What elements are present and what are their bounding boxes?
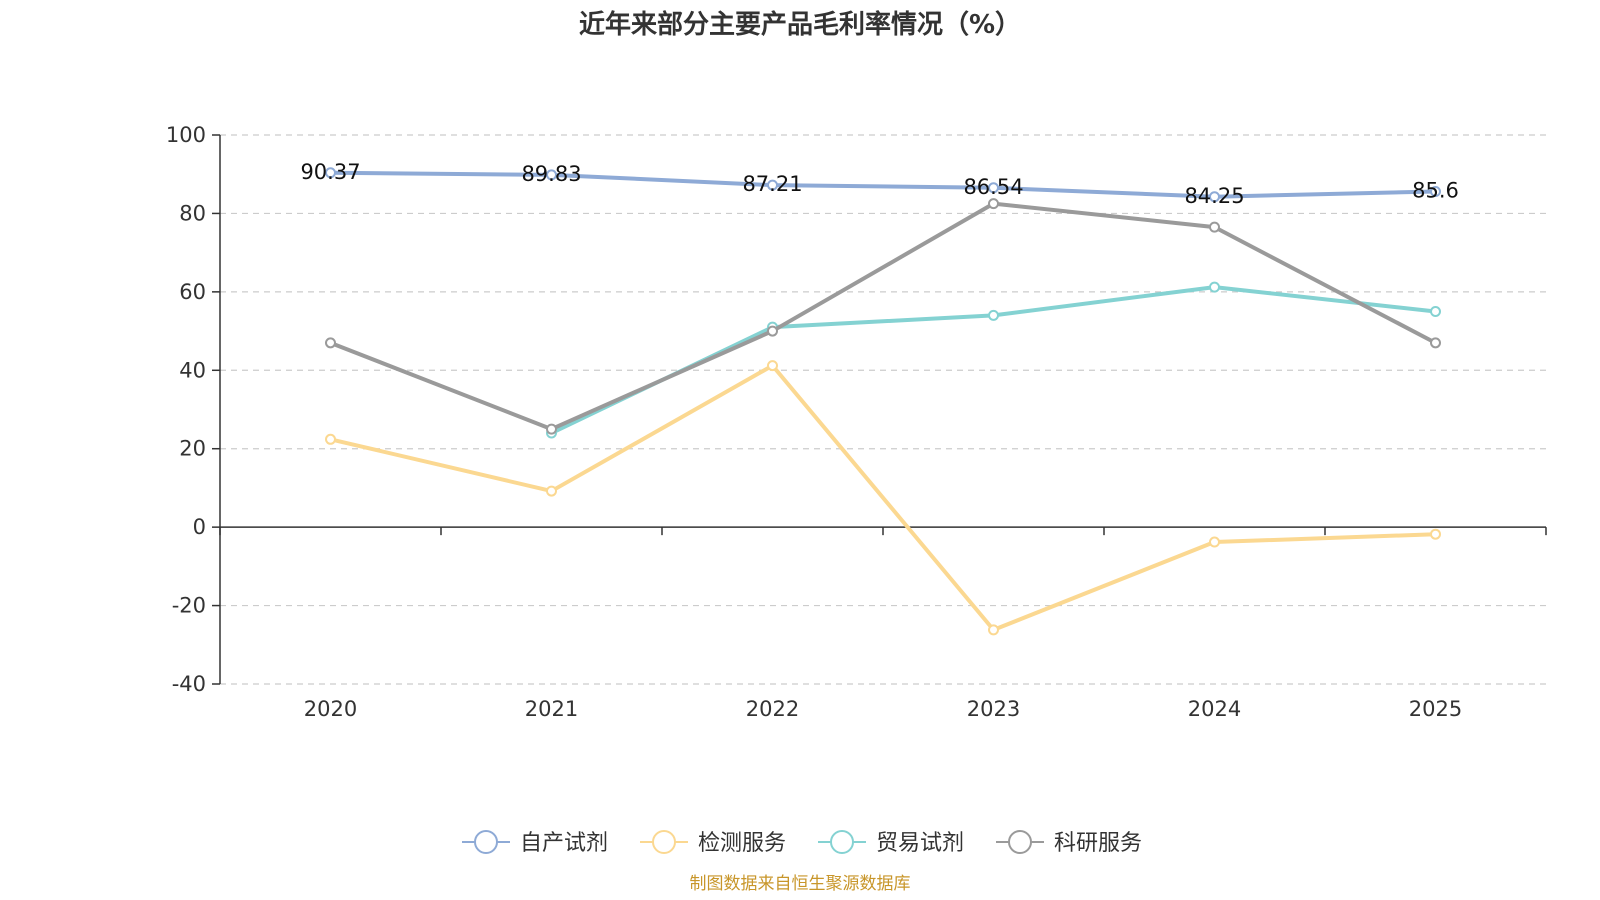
data-point[interactable] (546, 423, 557, 435)
data-point[interactable] (1430, 337, 1441, 349)
series-line (549, 285, 1438, 436)
chart-title: 近年来部分主要产品毛利率情况（%） (579, 9, 1021, 40)
legend-swatch-marker (1008, 830, 1032, 854)
data-point[interactable] (1209, 191, 1220, 203)
y-tick-label: 40 (179, 358, 206, 382)
x-tick-label: 2022 (746, 697, 799, 721)
series-2 (325, 360, 1441, 636)
legend-label: 贸易试剂 (876, 831, 964, 856)
source-note: 制图数据来自恒生聚源数据库 (690, 874, 911, 894)
data-label: 84.25 (1184, 184, 1244, 208)
y-tick-label: -20 (172, 594, 206, 618)
data-point[interactable] (1209, 221, 1220, 233)
data-point[interactable] (988, 624, 999, 636)
legend-item[interactable]: 检测服务 (640, 830, 786, 856)
series-group (325, 167, 1441, 636)
data-point[interactable] (988, 198, 999, 210)
x-tick-label: 2024 (1188, 697, 1241, 721)
y-tick-label: 80 (179, 201, 206, 225)
legend-label: 自产试剂 (520, 831, 608, 856)
x-tick-label: 2021 (525, 697, 578, 721)
legend[interactable]: 自产试剂 检测服务 贸易试剂 科研服务 (462, 830, 1142, 856)
data-point[interactable] (1209, 536, 1220, 548)
data-point[interactable] (1430, 528, 1441, 540)
data-point[interactable] (988, 309, 999, 321)
x-tick-label: 2025 (1409, 697, 1462, 721)
data-point[interactable] (325, 337, 336, 349)
legend-swatch-marker (474, 830, 498, 854)
legend-item[interactable]: 自产试剂 (462, 830, 608, 856)
grid-lines (220, 134, 1546, 685)
y-tick-label: 100 (166, 123, 206, 147)
data-point[interactable] (1430, 185, 1441, 197)
legend-swatch-marker (652, 830, 676, 854)
y-tick-label: 20 (179, 437, 206, 461)
legend-label: 检测服务 (698, 831, 786, 856)
data-label: 86.54 (963, 175, 1023, 199)
data-point[interactable] (767, 325, 778, 337)
series-4 (325, 198, 1441, 435)
legend-label: 科研服务 (1054, 831, 1142, 856)
series-line (328, 363, 1438, 632)
legend-item[interactable]: 科研服务 (996, 830, 1142, 856)
data-labels: 90.37 89.83 87.21 86.54 84.25 85.6 (300, 160, 1458, 208)
data-point[interactable] (767, 179, 778, 191)
data-point[interactable] (1209, 281, 1220, 293)
legend-swatch-marker (830, 830, 854, 854)
data-point[interactable] (546, 485, 557, 497)
x-tick-label: 2020 (304, 697, 357, 721)
series-3 (546, 281, 1441, 439)
legend-item[interactable]: 贸易试剂 (818, 830, 964, 856)
y-tick-label: 60 (179, 280, 206, 304)
series-line (328, 170, 1438, 199)
y-tick-label: -40 (172, 672, 206, 696)
data-label: 85.6 (1412, 178, 1459, 202)
data-point[interactable] (1430, 305, 1441, 317)
data-label: 89.83 (521, 162, 581, 186)
data-label: 87.21 (742, 172, 802, 196)
data-label: 90.37 (300, 160, 360, 184)
series-line (328, 201, 1438, 432)
axes: 100 80 60 40 20 0 -20 -40 2020 2021 2022 2023 2024 20… (166, 123, 1547, 721)
x-tick-label: 2023 (967, 697, 1020, 721)
series-1 (325, 167, 1441, 203)
data-point[interactable] (325, 167, 336, 179)
data-point[interactable] (767, 360, 778, 372)
data-point[interactable] (325, 433, 336, 445)
data-point[interactable] (988, 182, 999, 194)
data-point[interactable] (546, 169, 557, 181)
y-tick-label: 0 (193, 515, 206, 539)
